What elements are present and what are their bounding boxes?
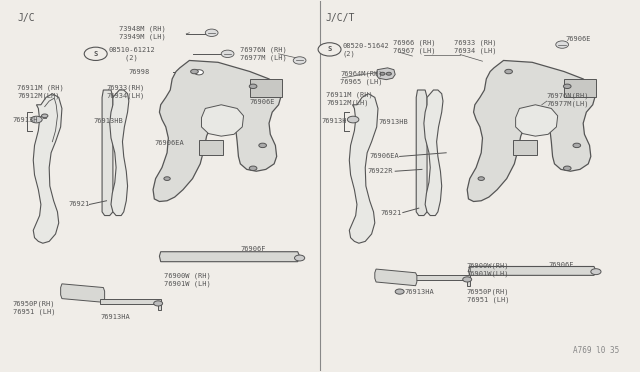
Text: 76966 (RH)
76967 (LH): 76966 (RH) 76967 (LH) (394, 39, 436, 54)
Text: 76913HB: 76913HB (379, 119, 408, 125)
Circle shape (84, 47, 107, 61)
Circle shape (221, 50, 234, 58)
Polygon shape (375, 269, 417, 286)
Text: 76900W(RH)
76901W(LH): 76900W(RH) 76901W(LH) (467, 263, 509, 278)
Circle shape (380, 72, 385, 75)
Circle shape (154, 301, 163, 306)
Polygon shape (564, 79, 596, 97)
Circle shape (195, 70, 204, 75)
Text: 08510-61212
    (2): 08510-61212 (2) (108, 47, 155, 61)
Text: 76911M (RH)
76912M(LH): 76911M (RH) 76912M(LH) (326, 92, 373, 106)
Polygon shape (61, 284, 104, 302)
Circle shape (563, 84, 571, 89)
Text: 76950P(RH)
76951 (LH): 76950P(RH) 76951 (LH) (13, 301, 55, 315)
Text: 76900W (RH)
76901W (LH): 76900W (RH) 76901W (LH) (164, 273, 211, 288)
Polygon shape (376, 68, 395, 80)
Text: 76906F: 76906F (548, 262, 573, 268)
Text: 76998: 76998 (129, 69, 150, 75)
Text: S: S (328, 46, 332, 52)
Polygon shape (202, 105, 244, 136)
Polygon shape (153, 61, 282, 202)
Circle shape (505, 69, 513, 74)
Text: 76906F: 76906F (241, 246, 266, 252)
Polygon shape (199, 140, 223, 155)
Text: S: S (93, 51, 98, 57)
Circle shape (463, 277, 472, 282)
Circle shape (318, 43, 341, 56)
Text: 76913H: 76913H (322, 118, 348, 124)
Text: 76976N (RH)
76977M (LH): 76976N (RH) 76977M (LH) (241, 46, 287, 61)
Text: 76933 (RH)
76934 (LH): 76933 (RH) 76934 (LH) (454, 39, 496, 54)
Polygon shape (349, 94, 378, 243)
Text: 76913HA: 76913HA (100, 314, 130, 320)
Circle shape (478, 177, 484, 180)
Polygon shape (414, 275, 470, 286)
Circle shape (191, 69, 198, 74)
Polygon shape (250, 79, 282, 97)
Circle shape (387, 72, 392, 75)
Text: 08520-51642
(2): 08520-51642 (2) (342, 43, 389, 57)
Polygon shape (33, 94, 62, 243)
Circle shape (591, 269, 601, 275)
Text: J/C/T: J/C/T (325, 13, 355, 23)
Text: 76921: 76921 (381, 209, 402, 216)
Polygon shape (102, 90, 113, 215)
Polygon shape (424, 90, 443, 215)
Text: 73948M (RH)
73949M (LH): 73948M (RH) 73949M (LH) (119, 26, 166, 40)
Circle shape (395, 289, 404, 294)
Circle shape (294, 255, 305, 261)
Text: 76964M(RH)
76965 (LH): 76964M(RH) 76965 (LH) (340, 71, 383, 85)
Text: 76911M (RH)
76912M(LH): 76911M (RH) 76912M(LH) (17, 84, 64, 99)
Text: 76913HA: 76913HA (404, 289, 434, 295)
Text: A769 l0 35: A769 l0 35 (573, 346, 620, 355)
Polygon shape (467, 61, 596, 202)
Polygon shape (513, 140, 538, 155)
Circle shape (348, 116, 359, 123)
Text: 76913HB: 76913HB (94, 118, 124, 124)
Text: 76906EA: 76906EA (369, 154, 399, 160)
Circle shape (205, 29, 218, 36)
Polygon shape (416, 90, 427, 215)
Polygon shape (468, 266, 596, 275)
Circle shape (249, 84, 257, 89)
Circle shape (42, 114, 48, 118)
Text: 76922R: 76922R (368, 168, 394, 174)
Text: 76976N(RH)
76977M(LH): 76976N(RH) 76977M(LH) (547, 93, 589, 107)
Text: 76921: 76921 (68, 202, 90, 208)
Circle shape (31, 116, 42, 123)
Text: 76933(RH)
76934(LH): 76933(RH) 76934(LH) (106, 84, 145, 99)
Circle shape (293, 57, 306, 64)
Text: 76913H: 76913H (13, 117, 38, 123)
Text: J/C: J/C (17, 13, 35, 23)
Circle shape (556, 41, 568, 48)
Polygon shape (109, 90, 129, 215)
Circle shape (573, 143, 580, 148)
Text: 76906EA: 76906EA (154, 140, 184, 146)
Text: 76906E: 76906E (250, 99, 275, 105)
Polygon shape (159, 252, 300, 262)
Circle shape (164, 177, 170, 180)
Text: 76950P(RH)
76951 (LH): 76950P(RH) 76951 (LH) (467, 289, 509, 303)
Polygon shape (516, 105, 557, 136)
Text: 76906E: 76906E (565, 36, 591, 42)
Circle shape (563, 166, 571, 170)
Circle shape (249, 166, 257, 170)
Polygon shape (100, 299, 161, 310)
Circle shape (259, 143, 266, 148)
